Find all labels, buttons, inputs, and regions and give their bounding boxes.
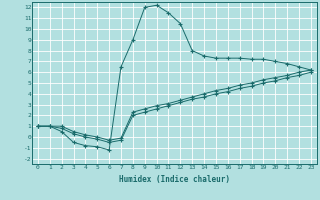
X-axis label: Humidex (Indice chaleur): Humidex (Indice chaleur) bbox=[119, 175, 230, 184]
